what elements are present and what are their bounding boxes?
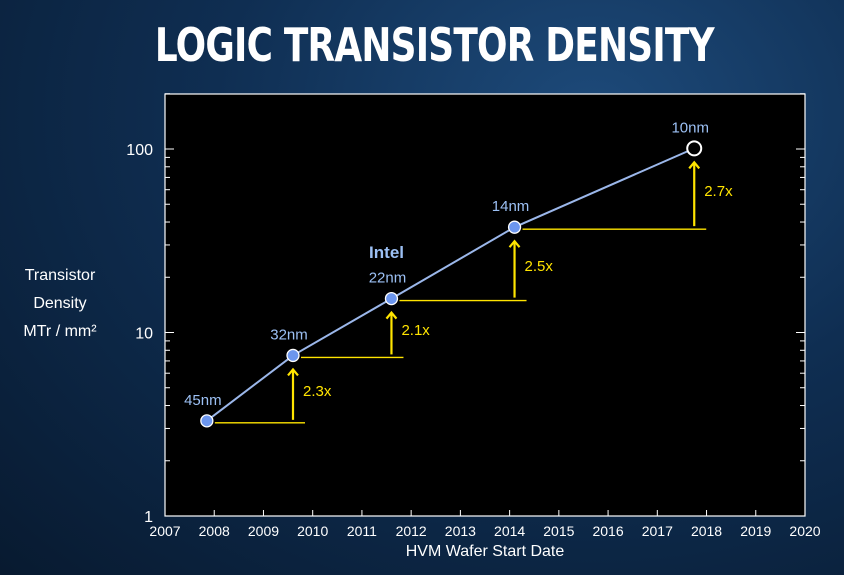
x-tick-label: 2017 xyxy=(642,523,673,539)
data-label: 45nm xyxy=(184,392,222,409)
ratio-arrow-head xyxy=(508,239,521,248)
x-tick-label: 2016 xyxy=(592,523,623,539)
data-label: 10nm xyxy=(671,119,709,136)
data-label: 22nm xyxy=(369,270,407,287)
x-tick-label: 2010 xyxy=(297,523,328,539)
x-tick-label: 2019 xyxy=(740,523,771,539)
ratio-label: 2.1x xyxy=(401,322,430,339)
x-tick-label: 2015 xyxy=(543,523,574,539)
ratio-label: 2.5x xyxy=(525,258,554,275)
ratio-label: 2.3x xyxy=(303,383,332,400)
data-point xyxy=(286,348,300,363)
ratio-label: 2.7x xyxy=(704,183,733,200)
x-tick-label: 2008 xyxy=(199,523,230,539)
ratio-arrow-head xyxy=(385,310,398,320)
x-tick-label: 2020 xyxy=(789,523,820,539)
data-point xyxy=(384,291,399,306)
chart-title: LOGIC TRANSISTOR DENSITY xyxy=(154,18,715,72)
y-axis-label-line: MTr / mm² xyxy=(23,323,97,340)
data-label: 14nm xyxy=(492,198,530,215)
ratio-arrow-head xyxy=(287,367,299,377)
ratio-arrow-head xyxy=(688,160,701,170)
x-tick-label: 2014 xyxy=(494,523,525,539)
x-axis-label: HVM Wafer Start Date xyxy=(405,543,565,560)
x-tick-label: 2011 xyxy=(347,523,377,539)
data-point xyxy=(200,414,214,428)
data-label: 32nm xyxy=(270,326,308,343)
x-tick-label: 2018 xyxy=(691,523,722,539)
series-name-label: Intel xyxy=(369,243,404,262)
plot-area xyxy=(164,93,806,517)
x-tick-label: 2013 xyxy=(445,523,476,539)
y-axis-label: Transistor Density MTr / mm² xyxy=(8,262,112,346)
y-tick-label: 100 xyxy=(126,142,153,159)
y-tick-label: 1 xyxy=(144,509,153,526)
y-axis-label-line: Density xyxy=(33,295,87,312)
data-point xyxy=(686,140,703,157)
x-tick-label: 2007 xyxy=(149,523,180,539)
x-tick-label: 2012 xyxy=(396,523,427,539)
x-tick-label: 2009 xyxy=(248,523,279,539)
y-tick-label: 10 xyxy=(135,326,153,343)
data-point xyxy=(507,220,522,234)
y-axis-label-line: Transistor xyxy=(24,267,96,284)
